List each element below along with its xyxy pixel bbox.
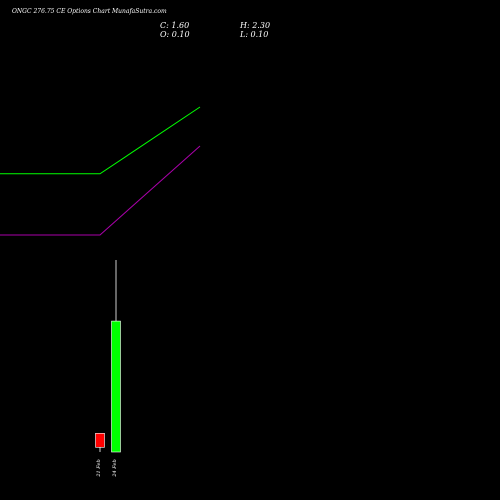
high-readout: H: 2.30: [240, 21, 271, 30]
close-readout: C: 1.60: [160, 21, 190, 30]
x-tick-label-2: 24 Feb: [112, 459, 118, 477]
x-tick-label-1: 21 Feb: [96, 459, 102, 477]
chart-title: ONGC 276.75 CE Options Chart MunafaSutra…: [12, 8, 167, 15]
low-readout: L: 0.10: [240, 30, 269, 39]
open-readout: O: 0.10: [160, 30, 190, 39]
series-line-1: [0, 106, 201, 175]
candle-body-2: [111, 320, 121, 453]
series-line-2: [0, 145, 201, 236]
candle-body-1: [95, 432, 105, 448]
